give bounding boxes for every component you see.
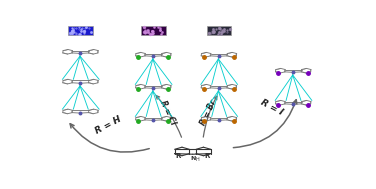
Text: R = Br: R = Br	[199, 99, 218, 127]
Bar	[68, 26, 93, 35]
Text: N: N	[190, 156, 196, 161]
Text: R = I: R = I	[259, 98, 284, 117]
Text: R = H: R = H	[94, 115, 123, 136]
Text: R: R	[205, 153, 210, 159]
Text: R = Cl: R = Cl	[158, 99, 177, 126]
Bar	[141, 26, 166, 35]
Bar	[206, 26, 231, 35]
Text: R: R	[175, 153, 180, 159]
Text: H: H	[195, 157, 199, 162]
